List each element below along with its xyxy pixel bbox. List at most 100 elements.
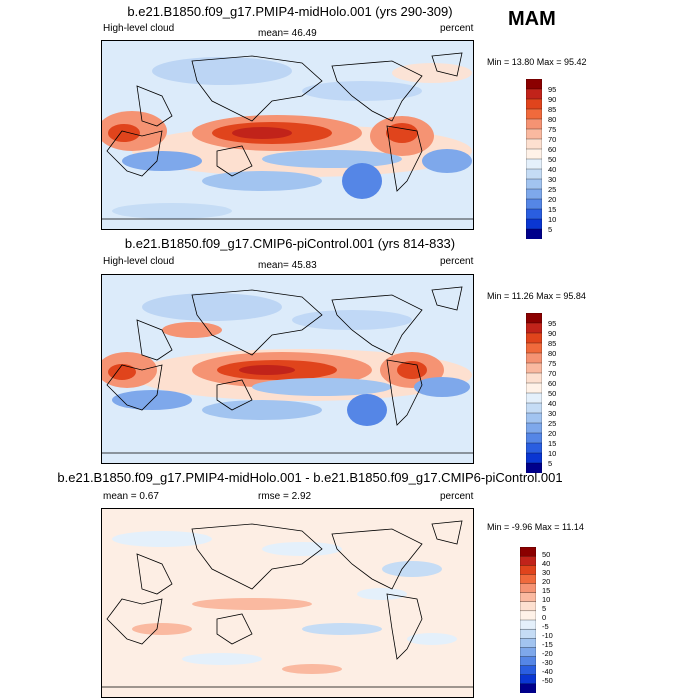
colorbar-swatch	[525, 78, 543, 90]
panel3-colorbar	[519, 546, 537, 698]
panel1-variable-label: High-level cloud	[103, 23, 175, 34]
colorbar-swatch	[525, 168, 543, 180]
colorbar-swatch	[525, 108, 543, 120]
colorbar-label: 15	[548, 439, 557, 448]
colorbar-label: 85	[548, 339, 557, 348]
colorbar-swatch	[525, 148, 543, 160]
colorbar-label: 10	[548, 215, 557, 224]
panel3-field	[102, 509, 473, 697]
panel1-mean: mean= 46.49	[258, 28, 317, 39]
colorbar-swatch	[519, 555, 537, 566]
colorbar-label: 0	[542, 613, 547, 622]
colorbar-swatch	[525, 208, 543, 220]
panel1-coastlines	[102, 52, 473, 220]
panel1-units: percent	[440, 23, 474, 34]
colorbar-label: 90	[548, 95, 557, 104]
colorbar-label: 60	[548, 379, 557, 388]
colorbar-swatch	[525, 158, 543, 170]
colorbar-swatch	[519, 610, 537, 621]
colorbar-label: 95	[548, 319, 557, 328]
colorbar-swatch	[525, 198, 543, 210]
colorbar-label: 20	[548, 429, 557, 438]
colorbar-label: -5	[542, 622, 549, 631]
colorbar-label: 95	[548, 85, 557, 94]
colorbar-swatch	[519, 665, 537, 676]
colorbar-swatch	[525, 188, 543, 200]
colorbar-swatch	[525, 422, 543, 434]
colorbar-label: 15	[548, 205, 557, 214]
panel1-title: b.e21.B1850.f09_g17.PMIP4-midHolo.001 (y…	[127, 4, 453, 19]
colorbar-swatch	[525, 128, 543, 140]
colorbar-swatch	[525, 138, 543, 150]
panel1-minmax: Min = 13.80 Max = 95.42	[487, 57, 587, 67]
colorbar-label: 40	[548, 399, 557, 408]
colorbar-swatch	[519, 674, 537, 685]
colorbar-swatch	[519, 565, 537, 575]
panel2-colorbar	[525, 312, 543, 478]
colorbar-swatch	[525, 322, 543, 334]
colorbar-label: 25	[548, 185, 557, 194]
panel2-coastlines	[102, 286, 473, 454]
colorbar-label: 50	[542, 550, 551, 559]
colorbar-label: 75	[548, 125, 557, 134]
panel3-colorbar-swatches	[519, 546, 537, 694]
colorbar-label: 5	[548, 225, 553, 234]
panel3-coastlines	[102, 520, 473, 688]
colorbar-label: 90	[548, 329, 557, 338]
colorbar-label: 10	[542, 595, 551, 604]
season-label: MAM	[508, 8, 556, 30]
colorbar-swatch	[525, 332, 543, 344]
colorbar-label: 70	[548, 369, 557, 378]
colorbar-swatch	[525, 452, 543, 464]
colorbar-swatch	[525, 372, 543, 384]
colorbar-swatch	[525, 178, 543, 190]
panel2-mean: mean= 45.83	[258, 260, 317, 271]
panel3-title: b.e21.B1850.f09_g17.PMIP4-midHolo.001 - …	[57, 470, 563, 485]
colorbar-swatch	[525, 88, 543, 100]
colorbar-swatch	[525, 342, 543, 354]
colorbar-swatch	[519, 574, 537, 584]
colorbar-label: 75	[548, 359, 557, 368]
panel3-rmse: rmse = 2.92	[258, 491, 312, 502]
colorbar-swatch	[525, 312, 543, 324]
colorbar-swatch	[525, 402, 543, 414]
colorbar-swatch	[519, 583, 537, 594]
panel1-field	[102, 41, 473, 229]
panel2-title: b.e21.B1850.f09_g17.CMIP6-piControl.001 …	[124, 236, 456, 251]
colorbar-label: 15	[542, 586, 551, 595]
colorbar-swatch	[525, 412, 543, 424]
colorbar-swatch	[525, 218, 543, 230]
colorbar-swatch	[519, 628, 537, 639]
colorbar-label: 5	[542, 604, 547, 613]
colorbar-label: 20	[542, 577, 551, 586]
colorbar-label: 20	[548, 195, 557, 204]
colorbar-swatch	[519, 647, 537, 657]
colorbar-label: 80	[548, 349, 557, 358]
colorbar-swatch	[525, 442, 543, 454]
panel1-colorbar-swatches	[525, 78, 543, 240]
colorbar-label: 70	[548, 135, 557, 144]
colorbar-swatch	[519, 546, 537, 557]
colorbar-label: 80	[548, 115, 557, 124]
panel3-mean: mean = 0.67	[103, 491, 159, 502]
colorbar-label: 30	[548, 175, 557, 184]
colorbar-swatch	[525, 362, 543, 374]
panel2-units: percent	[440, 256, 474, 267]
colorbar-label: 40	[548, 165, 557, 174]
colorbar-label: -30	[542, 658, 553, 667]
panel3-map	[101, 508, 474, 698]
colorbar-swatch	[525, 392, 543, 404]
colorbar-label: 40	[542, 559, 551, 568]
colorbar-swatch	[525, 118, 543, 130]
colorbar-swatch	[519, 683, 537, 694]
colorbar-label: -10	[542, 631, 553, 640]
panel1-map	[101, 40, 474, 230]
panel3-minmax: Min = -9.96 Max = 11.14	[487, 522, 584, 532]
colorbar-swatch	[525, 352, 543, 364]
colorbar-label: -50	[542, 676, 553, 685]
panel2-map	[101, 274, 474, 464]
colorbar-swatch	[519, 592, 537, 603]
panel2-field	[102, 275, 473, 463]
colorbar-label: 50	[548, 389, 557, 398]
colorbar-label: 10	[548, 449, 557, 458]
